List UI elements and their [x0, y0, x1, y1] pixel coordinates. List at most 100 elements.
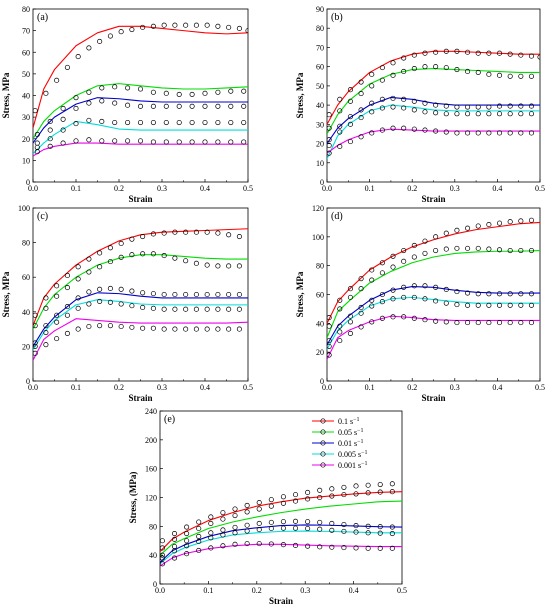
- panel-c-marker-4: [204, 306, 210, 312]
- panel-e-series-line-3: [160, 524, 402, 563]
- panel-d-marker-5: [528, 320, 535, 326]
- panel-a-marker-5: [99, 138, 105, 144]
- panel-b-marker-5: [379, 127, 385, 133]
- panel-e-xlabel: Strain: [269, 596, 293, 606]
- panel-d-marker-4: [337, 329, 343, 335]
- panel-e-ytick-label: 160: [145, 465, 157, 474]
- panel-b-marker-5: [337, 143, 343, 149]
- panel-e-marker-2: [389, 489, 395, 495]
- panel-d-marker-5: [454, 320, 460, 326]
- panel-c-marker-4: [193, 306, 199, 312]
- panel-c-marker-2: [129, 252, 135, 258]
- panel-c-marker-2: [150, 251, 156, 257]
- panel-a-marker-3: [189, 103, 195, 109]
- panel-b-ytick-label: 20: [316, 140, 324, 149]
- panel-a-xlabel: Strain: [128, 194, 152, 204]
- panel-e-marker-4: [389, 530, 395, 537]
- panel-a-marker-4: [150, 119, 156, 126]
- panel-d-ytick-label: 60: [316, 291, 324, 300]
- panel-d-marker-4: [507, 302, 513, 308]
- panel-b-marker-2: [337, 108, 343, 114]
- panel-a-marker-5: [241, 139, 247, 145]
- panel-b-marker-2: [358, 91, 364, 97]
- panel-d-marker-3: [433, 284, 439, 290]
- panel-d-marker-1: [486, 222, 492, 228]
- panel-d-marker-4: [496, 302, 503, 308]
- panel-a-marker-1: [129, 26, 135, 33]
- panel-a-marker-4: [47, 136, 53, 142]
- panel-c-marker-5: [236, 326, 242, 332]
- panel-e-marker-2: [353, 491, 359, 497]
- panel-c-marker-4: [43, 330, 49, 336]
- panel-a-marker-2: [47, 118, 53, 125]
- panel-a-marker-2: [99, 85, 105, 91]
- panel-a-xtick-label: 0.3: [157, 184, 167, 193]
- panel-e-marker-5: [220, 543, 226, 549]
- panel-c-marker-2: [64, 285, 70, 291]
- panel-d-marker-5: [443, 319, 449, 325]
- panel-b-marker-4: [465, 111, 471, 117]
- panel-a-marker-1: [193, 22, 199, 28]
- panel-c-marker-2: [193, 260, 199, 266]
- panel-e-marker-3: [365, 523, 371, 529]
- panel-e-marker-2: [268, 503, 274, 509]
- panel-c-xlabel: Strain: [128, 393, 152, 403]
- panel-a-marker-1: [97, 38, 103, 44]
- panel-e-marker-2: [341, 492, 347, 498]
- panel-b-marker-5: [528, 130, 535, 136]
- panel-a-marker-3: [228, 103, 234, 109]
- panel-d-marker-3: [486, 291, 492, 297]
- panel-b-ytick-label: 10: [316, 159, 324, 168]
- panel-d-marker-1: [337, 297, 343, 303]
- panel-e-marker-4: [256, 527, 262, 533]
- panel-e-marker-5: [196, 547, 202, 554]
- panel-c-marker-5: [64, 330, 70, 336]
- panel-c-marker-1: [140, 234, 146, 240]
- panel-a-marker-2: [189, 91, 195, 97]
- panel-c-marker-1: [161, 230, 167, 236]
- panel-d-ytick-label: 120: [312, 204, 324, 213]
- panel-a-marker-5: [137, 138, 144, 144]
- panel-e-marker-1: [232, 506, 238, 512]
- panel-d-marker-3: [422, 283, 428, 289]
- panel-c-marker-3: [172, 291, 178, 298]
- panel-e-marker-2: [244, 509, 250, 515]
- panel-e-marker-5: [292, 542, 299, 548]
- panel-c-marker-1: [172, 229, 178, 235]
- panel-b-marker-4: [358, 115, 364, 121]
- panel-d-marker-1: [347, 286, 353, 292]
- panel-a-marker-5: [228, 139, 234, 145]
- panel-c-marker-5: [183, 326, 189, 332]
- panel-d-marker-3: [411, 283, 417, 289]
- panel-a-ytick-label: 80: [22, 5, 30, 14]
- panel-d-marker-1: [454, 227, 460, 233]
- panel-e-marker-3: [244, 522, 250, 528]
- panel-e-data: [160, 481, 402, 567]
- panel-c-marker-4: [215, 306, 221, 312]
- panel-c-marker-4: [97, 298, 103, 304]
- panel-c-marker-1: [150, 231, 156, 237]
- panel-b-series-line-3: [327, 96, 540, 144]
- panel-c-marker-2: [118, 254, 124, 260]
- panel-c-marker-1: [75, 264, 81, 270]
- panel-e-marker-4: [280, 525, 286, 531]
- panel-d-ytick-label: 20: [316, 348, 324, 357]
- panel-b-marker-5: [369, 130, 375, 136]
- panel-d-marker-3: [358, 304, 364, 311]
- panel-b-group: 0.0 0.1 0.2 0.3 0.4 0.5 0 10 20 30 40 50 60 70 80 90 Str…: [295, 5, 545, 204]
- panel-a-marker-3: [241, 103, 247, 109]
- panel-e-xtick-label: 0.2: [252, 586, 262, 595]
- panel-e-marker-3: [341, 521, 347, 528]
- panel-c-marker-3: [226, 291, 232, 298]
- panel-c-marker-5: [33, 350, 38, 356]
- panel-a-marker-5: [176, 139, 182, 145]
- panel-c-data: [33, 228, 248, 361]
- panel-a-marker-3: [73, 105, 79, 112]
- panel-b-ytick-label: 70: [316, 43, 324, 52]
- panel-b-marker-4: [433, 110, 439, 116]
- panel-b-marker-1: [486, 50, 492, 56]
- panel-a-data: [33, 22, 248, 157]
- panel-d-marker-5: [496, 320, 503, 326]
- panel-c-ytick-label: 100: [18, 204, 30, 213]
- panel-a-marker-4: [73, 121, 79, 127]
